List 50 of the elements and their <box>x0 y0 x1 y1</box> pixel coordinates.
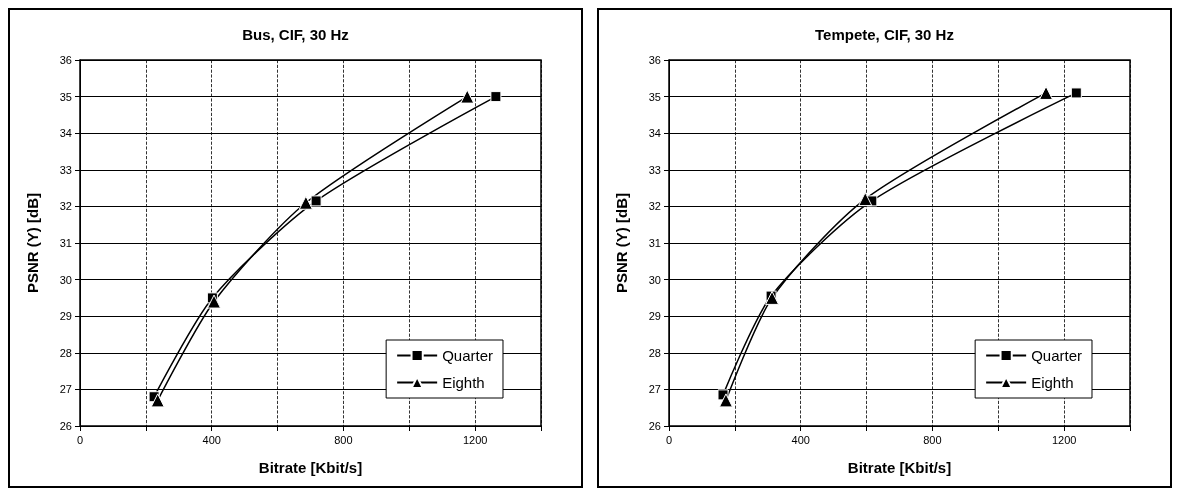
legend-label: Eighth <box>1031 374 1074 391</box>
chart-title: Bus, CIF, 30 Hz <box>242 26 349 43</box>
y-tick-label: 33 <box>59 163 72 176</box>
point <box>490 91 502 103</box>
x-tick-label: 800 <box>334 433 353 446</box>
y-tick-label: 28 <box>59 346 72 359</box>
y-tick-label: 31 <box>648 237 661 249</box>
point <box>298 195 313 210</box>
y-axis-title: PSNR (Y) [dB] <box>613 193 630 293</box>
y-tick-label: 33 <box>648 163 661 176</box>
x-tick-label: 0 <box>665 433 673 446</box>
y-tick-label: 30 <box>59 273 72 286</box>
point <box>1070 87 1082 99</box>
point <box>150 393 165 408</box>
y-tick-label: 26 <box>59 420 72 432</box>
x-tick-label: 400 <box>791 433 810 446</box>
x-tick-label: 800 <box>923 433 942 446</box>
x-tick-label: 0 <box>76 433 84 446</box>
y-tick-label: 36 <box>59 54 72 66</box>
point <box>460 89 475 104</box>
point <box>718 393 733 408</box>
point <box>858 192 873 207</box>
x-axis-title: Bitrate [Kbit/s] <box>258 459 363 476</box>
x-axis-title: Bitrate [Kbit/s] <box>847 459 952 476</box>
y-tick-label: 32 <box>648 200 661 213</box>
y-tick-label: 32 <box>59 200 72 213</box>
legend-label: Eighth <box>442 374 485 391</box>
y-tick-label: 36 <box>648 54 661 66</box>
legend-label: Quarter <box>442 347 494 364</box>
y-tick-label: 35 <box>59 90 72 103</box>
chart-title: Tempete, CIF, 30 Hz <box>815 26 954 43</box>
x-tick-label: 1200 <box>462 433 488 446</box>
point <box>1039 85 1054 100</box>
y-tick-label: 31 <box>59 237 72 249</box>
y-tick-label: 27 <box>648 383 661 396</box>
y-tick-label: 28 <box>648 346 661 359</box>
y-tick-label: 34 <box>648 127 661 140</box>
x-tick-label: 400 <box>202 433 221 446</box>
y-tick-label: 29 <box>59 310 72 323</box>
y-tick-label: 34 <box>59 127 72 140</box>
point <box>310 195 322 207</box>
y-axis-title: PSNR (Y) [dB] <box>24 193 41 293</box>
y-tick-label: 27 <box>59 383 72 396</box>
y-tick-label: 26 <box>648 420 661 432</box>
x-tick-label: 1200 <box>1051 433 1077 446</box>
legend-label: Quarter <box>1031 347 1083 364</box>
y-tick-label: 29 <box>648 310 661 323</box>
y-tick-label: 30 <box>648 273 661 286</box>
y-tick-label: 35 <box>648 90 661 103</box>
point <box>207 294 222 309</box>
